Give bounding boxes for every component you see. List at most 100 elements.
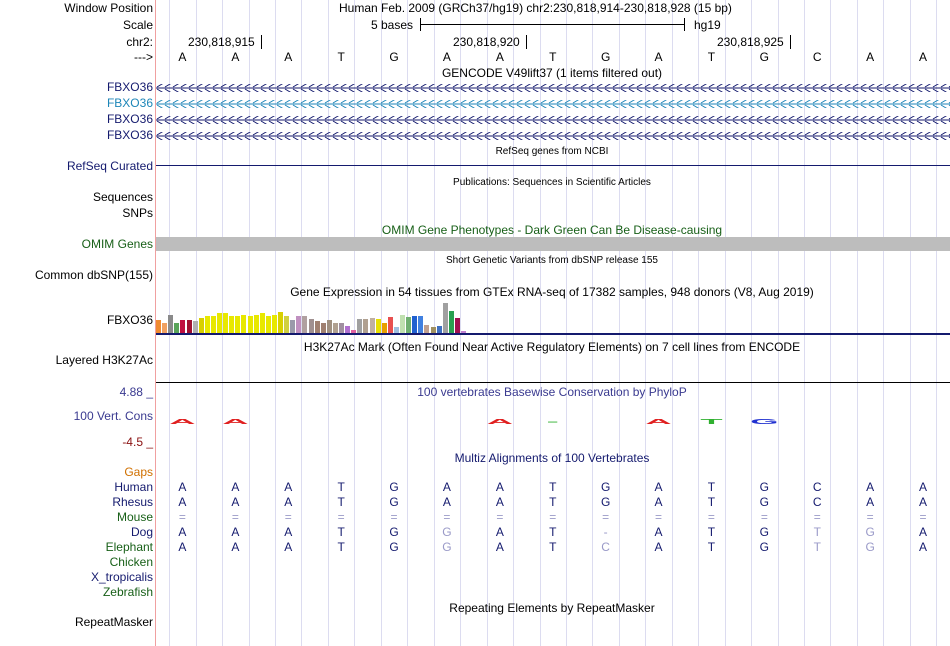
h3k27-title[interactable]: H3K27Ac Mark (Often Found Near Active Re…	[303, 340, 801, 354]
gtex-tissue-bar[interactable]	[314, 321, 320, 333]
gtex-tissue-bar[interactable]	[424, 325, 430, 333]
gtex-tissue-bar[interactable]	[430, 327, 436, 333]
sequences-label[interactable]: Sequences	[92, 190, 153, 204]
gencode-gene-label-1[interactable]: FBXO36	[106, 80, 153, 94]
species-label[interactable]: Mouse	[116, 510, 153, 524]
gtex-title[interactable]: Gene Expression in 54 tissues from GTEx …	[290, 285, 814, 299]
gtex-tissue-bar[interactable]	[204, 316, 210, 333]
species-label[interactable]: Chicken	[109, 555, 153, 569]
omim-feature-bar[interactable]	[156, 237, 950, 251]
gtex-tissue-bar[interactable]	[156, 320, 162, 333]
gtex-tissue-bar[interactable]	[351, 330, 357, 333]
gtex-bar-chart[interactable]	[156, 300, 556, 333]
repeat-title[interactable]: Repeating Elements by RepeatMasker	[449, 601, 655, 615]
gtex-tissue-bar[interactable]	[180, 320, 186, 333]
gtex-tissue-bar[interactable]	[375, 319, 381, 333]
gridline	[301, 0, 303, 646]
gtex-tissue-bar[interactable]	[345, 326, 351, 333]
species-label[interactable]: Rhesus	[112, 495, 153, 509]
gaps-label[interactable]: Gaps	[124, 465, 153, 479]
dbsnp-title[interactable]: Short Genetic Variants from dbSNP releas…	[446, 255, 658, 266]
gtex-tissue-bar[interactable]	[339, 323, 345, 333]
species-label[interactable]: Zebrafish	[102, 585, 153, 599]
gencode-title[interactable]: GENCODE V49lift37 (1 items filtered out)	[441, 66, 663, 80]
gtex-tissue-bar[interactable]	[381, 323, 387, 333]
gtex-tissue-bar[interactable]	[448, 311, 454, 333]
gtex-tissue-bar[interactable]	[253, 315, 259, 333]
transcript-3[interactable]	[156, 116, 950, 124]
gtex-tissue-bar[interactable]	[290, 320, 296, 333]
dbsnp-label[interactable]: Common dbSNP(155)	[34, 268, 153, 282]
omim-label[interactable]: OMIM Genes	[81, 237, 153, 251]
gtex-tissue-bar[interactable]	[387, 317, 393, 333]
gtex-tissue-bar[interactable]	[436, 326, 442, 333]
gtex-tissue-bar[interactable]	[217, 313, 223, 333]
gtex-tissue-bar[interactable]	[223, 313, 229, 333]
gtex-tissue-bar[interactable]	[186, 320, 192, 333]
transcript-4[interactable]	[156, 132, 950, 140]
gtex-tissue-bar[interactable]	[418, 316, 424, 333]
alignment-base: C	[601, 540, 610, 554]
gtex-tissue-bar[interactable]	[247, 316, 253, 333]
gtex-tissue-bar[interactable]	[241, 315, 247, 333]
pubs-title[interactable]: Publications: Sequences in Scientific Ar…	[453, 177, 651, 188]
gtex-tissue-bar[interactable]	[235, 316, 241, 333]
repeat-label[interactable]: RepeatMasker	[74, 615, 153, 629]
gtex-tissue-bar[interactable]	[363, 319, 369, 333]
gtex-tissue-bar[interactable]	[326, 320, 332, 333]
gtex-tissue-bar[interactable]	[454, 318, 460, 333]
gtex-tissue-bar[interactable]	[259, 313, 265, 333]
refseq-transcript[interactable]	[156, 165, 950, 166]
alignment-base: G	[865, 540, 875, 554]
omim-title[interactable]: OMIM Gene Phenotypes - Dark Green Can Be…	[381, 223, 723, 237]
gtex-tissue-bar[interactable]	[210, 316, 216, 333]
gencode-gene-label-4[interactable]: FBXO36	[106, 128, 153, 142]
snps-label[interactable]: SNPs	[122, 206, 153, 220]
gencode-gene-label-3[interactable]: FBXO36	[106, 112, 153, 126]
species-label[interactable]: Human	[114, 480, 153, 494]
h3k27-label[interactable]: Layered H3K27Ac	[55, 353, 153, 367]
gridline	[698, 0, 700, 646]
gencode-gene-label-2[interactable]: FBXO36	[106, 96, 153, 110]
gtex-tissue-bar[interactable]	[302, 316, 308, 333]
gtex-tissue-bar[interactable]	[296, 316, 302, 333]
gtex-tissue-bar[interactable]	[229, 316, 235, 333]
gtex-label[interactable]: FBXO36	[106, 313, 153, 327]
multiz-title[interactable]: Multiz Alignments of 100 Vertebrates	[454, 451, 650, 465]
gtex-tissue-bar[interactable]	[168, 315, 174, 333]
gtex-tissue-bar[interactable]	[162, 323, 168, 333]
gtex-tissue-bar[interactable]	[332, 323, 338, 333]
gtex-tissue-bar[interactable]	[278, 312, 284, 333]
refseq-title[interactable]: RefSeq genes from NCBI	[495, 146, 609, 157]
gtex-tissue-bar[interactable]	[400, 315, 406, 333]
gencode-transcripts[interactable]	[156, 80, 950, 144]
window-position-value[interactable]: Human Feb. 2009 (GRCh37/hg19) chr2:230,8…	[339, 1, 732, 15]
gtex-tissue-bar[interactable]	[442, 303, 448, 333]
cons-title[interactable]: 100 vertebrates Basewise Conservation by…	[417, 385, 687, 399]
gtex-tissue-bar[interactable]	[174, 323, 180, 333]
gtex-tissue-bar[interactable]	[271, 315, 277, 333]
gtex-tissue-bar[interactable]	[192, 321, 198, 333]
cons-label[interactable]: 100 Vert. Cons	[73, 409, 153, 423]
transcript-2[interactable]	[156, 100, 950, 108]
refseq-label[interactable]: RefSeq Curated	[66, 159, 153, 173]
gtex-tissue-bar[interactable]	[284, 316, 290, 333]
gtex-tissue-bar[interactable]	[412, 316, 418, 333]
phylop-glyph: A	[222, 417, 248, 426]
reference-base: G	[600, 50, 611, 64]
gtex-tissue-bar[interactable]	[308, 319, 314, 333]
species-label[interactable]: X_tropicalis	[90, 570, 153, 584]
species-label[interactable]: Elephant	[105, 540, 153, 554]
transcript-1[interactable]	[156, 84, 950, 92]
gtex-tissue-bar[interactable]	[406, 317, 412, 333]
gtex-tissue-bar[interactable]	[265, 316, 271, 333]
gtex-tissue-bar[interactable]	[369, 318, 375, 333]
gtex-tissue-bar[interactable]	[357, 319, 363, 333]
gtex-tissue-bar[interactable]	[198, 318, 204, 333]
gtex-tissue-bar[interactable]	[461, 331, 467, 333]
species-label[interactable]: Dog	[130, 525, 153, 539]
scale-bar-right-tick	[684, 18, 685, 31]
gtex-tissue-bar[interactable]	[393, 327, 399, 333]
gtex-tissue-bar[interactable]	[320, 323, 326, 333]
